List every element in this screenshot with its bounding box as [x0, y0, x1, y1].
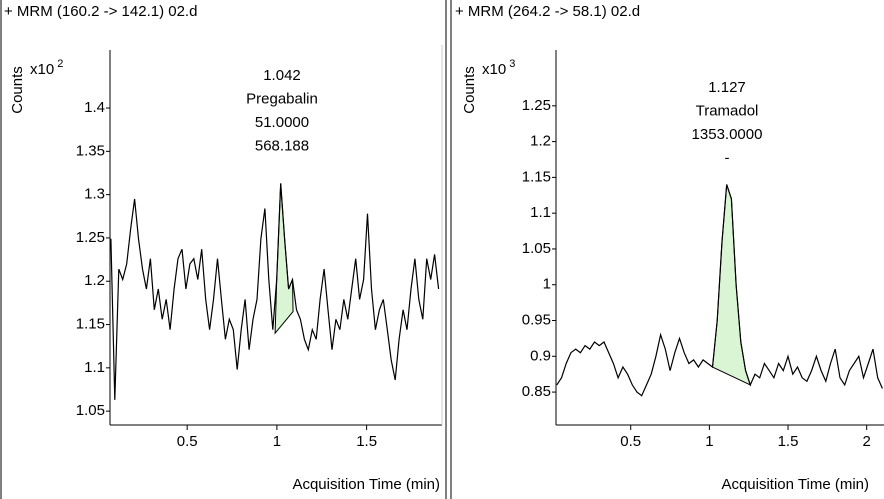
y-tick-label: 1.25: [522, 97, 551, 114]
y-tick-label: 1.1: [84, 359, 105, 376]
x-axis-label: Acquisition Time (min): [721, 476, 869, 493]
y-axis-label: Counts: [461, 66, 478, 114]
peak-annotation: 51.0000: [255, 114, 309, 131]
panel-title: + MRM (160.2 -> 142.1) 02.d: [4, 3, 197, 20]
y-tick-label: 1.4: [84, 99, 105, 116]
y-tick-label: 1.15: [76, 316, 105, 333]
plot-area: [110, 183, 440, 400]
x-tick-label: 2: [863, 433, 871, 450]
y-tick-label: 0.9: [530, 347, 551, 364]
plot-area: [556, 184, 883, 397]
trace: [110, 183, 440, 400]
peak-annotation: 1.127: [708, 79, 746, 96]
scale-base: x10: [482, 61, 506, 78]
y-scale-label: x10 3: [482, 58, 515, 78]
scale-exponent: 2: [57, 58, 63, 70]
x-tick-label: 1: [273, 433, 281, 450]
y-tick-label: 1.05: [76, 402, 105, 419]
y-tick-label: 1.25: [76, 229, 105, 246]
y-tick-label: 1.2: [530, 133, 551, 150]
x-tick-label: 0.5: [620, 433, 641, 450]
peak-annotation: 1353.0000: [692, 126, 763, 143]
peak-annotation: Tramadol: [696, 102, 759, 119]
y-tick-label: 1.35: [76, 142, 105, 159]
x-axis-label: Acquisition Time (min): [292, 476, 440, 493]
peak-annotation: 1.042: [263, 67, 301, 84]
x-tick-label: 1.5: [778, 433, 799, 450]
trace: [556, 184, 883, 397]
panel-title: + MRM (264.2 -> 58.1) 02.d: [455, 3, 640, 20]
y-tick-label: 1: [543, 276, 551, 293]
x-tick-label: 1.5: [356, 433, 377, 450]
peak-annotation: -: [725, 149, 730, 166]
peak-annotation: 568.188: [255, 137, 309, 154]
y-tick-label: 0.85: [522, 383, 551, 400]
y-tick-label: 1.05: [522, 240, 551, 257]
x-tick-label: 1: [705, 433, 713, 450]
scale-exponent: 3: [509, 58, 515, 70]
y-tick-label: 1.2: [84, 272, 105, 289]
x-tick-label: 0.5: [177, 433, 198, 450]
y-scale-label: x10 2: [30, 58, 63, 78]
y-axis-label: Counts: [9, 66, 26, 114]
y-tick-label: 0.95: [522, 311, 551, 328]
y-tick-label: 1.15: [522, 168, 551, 185]
peak-annotation: Pregabalin: [246, 90, 318, 107]
y-tick-label: 1.1: [530, 204, 551, 221]
scale-base: x10: [30, 61, 54, 78]
y-tick-label: 1.3: [84, 186, 105, 203]
